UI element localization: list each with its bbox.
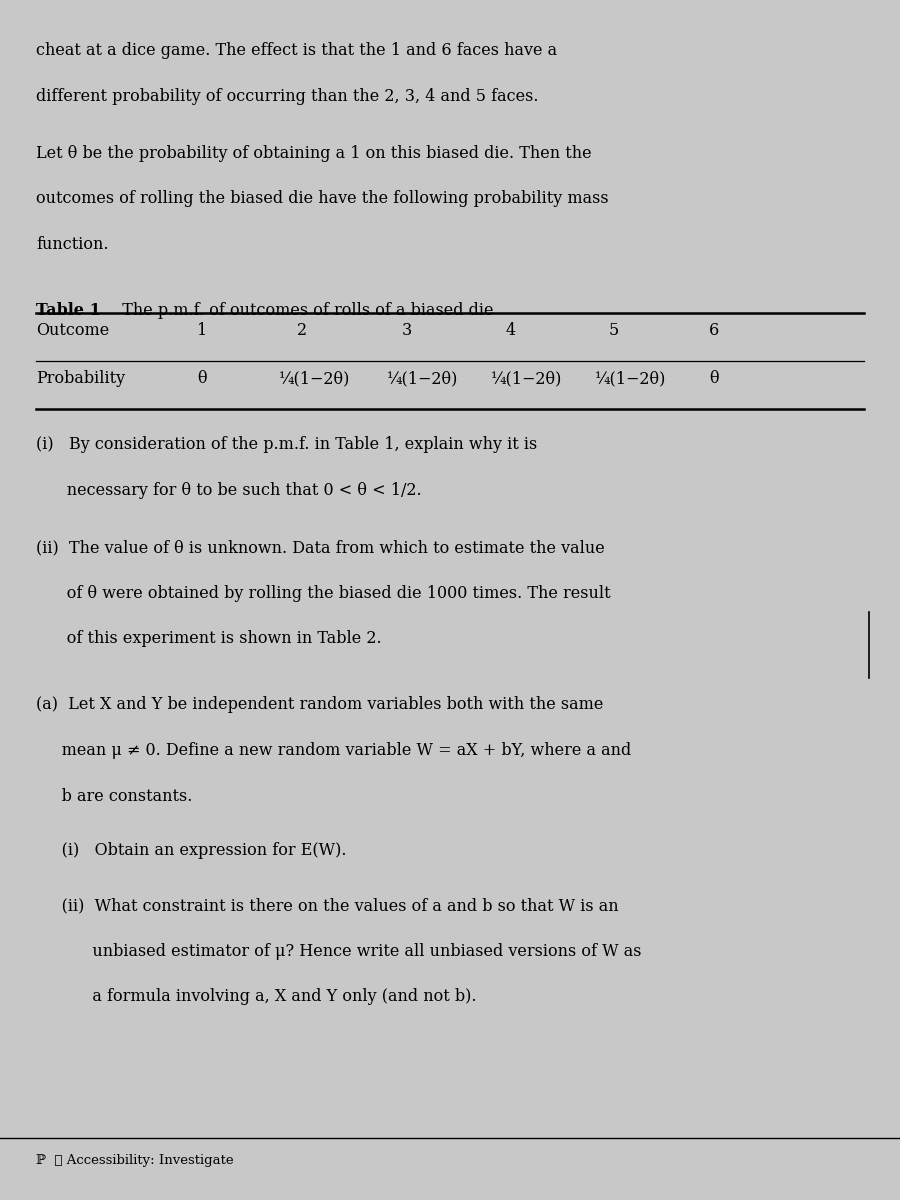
Text: (i)   By consideration of the p.m.f. in Table 1, explain why it is: (i) By consideration of the p.m.f. in Ta… bbox=[36, 437, 537, 454]
Text: Table 1: Table 1 bbox=[36, 302, 101, 319]
Text: 1: 1 bbox=[197, 323, 208, 340]
Text: 6: 6 bbox=[708, 323, 719, 340]
Text: ¼(1−2θ): ¼(1−2θ) bbox=[387, 371, 459, 388]
Text: ¼(1−2θ): ¼(1−2θ) bbox=[279, 371, 351, 388]
Text: 5: 5 bbox=[608, 323, 619, 340]
Text: θ: θ bbox=[198, 371, 207, 388]
Text: different probability of occurring than the 2, 3, 4 and 5 faces.: different probability of occurring than … bbox=[36, 88, 538, 104]
Text: Let θ be the probability of obtaining a 1 on this biased die. Then the: Let θ be the probability of obtaining a … bbox=[36, 145, 591, 162]
Text: function.: function. bbox=[36, 236, 109, 253]
Text: of θ were obtained by rolling the biased die 1000 times. The result: of θ were obtained by rolling the biased… bbox=[36, 584, 610, 601]
Text: 3: 3 bbox=[401, 323, 412, 340]
Text: a formula involving a, X and Y only (and not b).: a formula involving a, X and Y only (and… bbox=[36, 989, 476, 1006]
Text: of this experiment is shown in Table 2.: of this experiment is shown in Table 2. bbox=[36, 630, 382, 647]
Text: 2: 2 bbox=[296, 323, 307, 340]
Text: unbiased estimator of μ? Hence write all unbiased versions of W as: unbiased estimator of μ? Hence write all… bbox=[36, 943, 642, 960]
Text: outcomes of rolling the biased die have the following probability mass: outcomes of rolling the biased die have … bbox=[36, 190, 608, 208]
Text: θ: θ bbox=[709, 371, 718, 388]
Text: ¼(1−2θ): ¼(1−2θ) bbox=[594, 371, 666, 388]
Text: (a)  Let X and Y be independent random variables both with the same: (a) Let X and Y be independent random va… bbox=[36, 696, 603, 713]
Text: necessary for θ to be such that 0 < θ < 1/2.: necessary for θ to be such that 0 < θ < … bbox=[36, 482, 421, 499]
Text: (ii)  What constraint is there on the values of a and b so that W is an: (ii) What constraint is there on the val… bbox=[36, 898, 618, 914]
Text: ℙ  ★ Accessibility: Investigate: ℙ ★ Accessibility: Investigate bbox=[36, 1154, 234, 1168]
Text: 4: 4 bbox=[505, 323, 516, 340]
Text: (i)   Obtain an expression for E(W).: (i) Obtain an expression for E(W). bbox=[36, 842, 346, 859]
Text: cheat at a dice game. The effect is that the 1 and 6 faces have a: cheat at a dice game. The effect is that… bbox=[36, 42, 557, 59]
Text: The p.m.f. of outcomes of rolls of a biased die: The p.m.f. of outcomes of rolls of a bia… bbox=[112, 302, 494, 319]
Text: ¼(1−2θ): ¼(1−2θ) bbox=[491, 371, 562, 388]
Text: Outcome: Outcome bbox=[36, 323, 109, 340]
Text: (ii)  The value of θ is unknown. Data from which to estimate the value: (ii) The value of θ is unknown. Data fro… bbox=[36, 539, 605, 556]
Text: b are constants.: b are constants. bbox=[36, 787, 193, 804]
Text: Probability: Probability bbox=[36, 371, 125, 388]
Text: mean μ ≠ 0. Define a new random variable W = aX + bY, where a and: mean μ ≠ 0. Define a new random variable… bbox=[36, 742, 631, 758]
